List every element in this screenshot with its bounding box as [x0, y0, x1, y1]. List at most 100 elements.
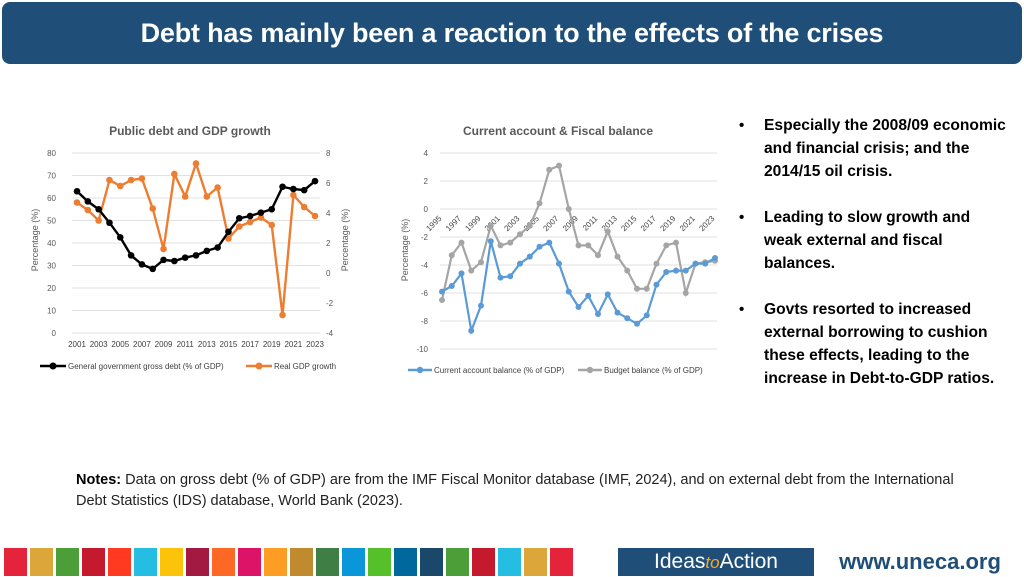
gdp-point: [311, 212, 319, 220]
debt-point: [138, 261, 146, 268]
gdp-point: [225, 235, 232, 242]
sdg-color-block: [56, 548, 79, 576]
current-account-point: [468, 327, 475, 334]
x-tick-label: 2003: [502, 214, 521, 233]
sdg-color-block: [30, 548, 53, 576]
x-tick-label: 1999: [463, 214, 482, 233]
sdg-color-block: [238, 548, 261, 576]
budget-balance-point: [575, 242, 582, 249]
notes: Notes: Data on gross debt (% of GDP) are…: [76, 470, 976, 512]
y-tick-label: -6: [421, 289, 429, 298]
debt-point: [84, 198, 92, 205]
budget-balance-point: [517, 231, 523, 238]
current-account-point: [478, 302, 484, 309]
brand-action: Action: [719, 550, 778, 573]
sdg-color-block: [342, 548, 365, 576]
y-tick-label: 60: [47, 194, 56, 203]
sdg-color-block: [108, 548, 131, 576]
budget-balance-point: [439, 297, 445, 303]
debt-point: [116, 234, 124, 241]
x-tick-label: 2003: [90, 340, 108, 349]
sdg-color-block: [524, 548, 547, 576]
y2-tick-label: 4: [326, 209, 331, 218]
gdp-point: [203, 193, 211, 200]
debt-point: [149, 265, 157, 273]
gdp-point: [160, 245, 167, 253]
y-tick-label: -8: [421, 317, 429, 326]
current-account-point: [604, 291, 611, 298]
x-tick-label: 2015: [220, 340, 238, 349]
current-account-point: [624, 315, 631, 322]
debt-point: [106, 219, 113, 227]
debt-point: [95, 205, 102, 213]
budget-balance-point: [478, 259, 484, 266]
current-account-point: [682, 267, 689, 274]
notes-text: Data on gross debt (% of GDP) are from t…: [76, 472, 954, 509]
current-account-point: [673, 267, 679, 274]
footer-url[interactable]: www.uneca.org: [839, 549, 1001, 574]
x-tick-label: 1995: [424, 214, 443, 233]
current-account-point: [595, 311, 601, 317]
sdg-color-block: [290, 548, 313, 576]
bullet-list: • Especially the 2008/09 economic and fin…: [738, 114, 1008, 413]
chart2-title: Current account & Fiscal balance: [463, 124, 653, 138]
budget-balance-point: [604, 228, 611, 235]
debt-point: [214, 244, 221, 251]
current-account-point: [546, 239, 553, 246]
current-account-point: [497, 274, 504, 281]
title-bar: Debt has mainly been a reaction to the e…: [2, 2, 1022, 64]
y-tick-label: 40: [47, 239, 56, 248]
debt-point: [268, 205, 276, 213]
bullet-text: Leading to slow growth and weak external…: [764, 209, 971, 272]
current-account-point: [448, 283, 455, 289]
budget-balance-point: [497, 242, 504, 249]
budget-balance-point: [507, 239, 514, 246]
budget-balance-point: [682, 290, 689, 296]
debt-gdp-chart: Public debt and GDP growth Percentage (%…: [30, 124, 350, 371]
debt-point: [311, 177, 319, 185]
x-tick-label: 2019: [263, 340, 281, 349]
bullet-item: • Especially the 2008/09 economic and fin…: [738, 114, 1008, 183]
legend-budget: Budget balance (% of GDP): [604, 366, 703, 375]
current-account-point: [517, 260, 523, 267]
y-tick-label: 20: [47, 284, 56, 293]
x-tick-label: 2007: [541, 214, 560, 233]
y-tick-label: 50: [47, 217, 56, 226]
debt-point: [171, 257, 178, 265]
gdp-point: [181, 193, 189, 200]
current-account-point: [565, 288, 572, 295]
debt-point: [192, 252, 200, 259]
sdg-color-strip: [4, 548, 576, 576]
budget-balance-point: [634, 285, 640, 292]
sdg-color-block: [368, 548, 391, 576]
chart1-title: Public debt and GDP growth: [109, 124, 271, 138]
sdg-color-block: [394, 548, 417, 576]
budget-balance-point: [585, 242, 592, 249]
debt-point: [246, 212, 254, 220]
y-tick-label: 10: [47, 307, 56, 316]
y-tick-label: -2: [421, 233, 429, 242]
debt-point: [225, 228, 232, 236]
x-tick-label: 2019: [658, 214, 677, 233]
current-account-point: [556, 260, 562, 267]
current-account-point: [585, 292, 592, 299]
bullet-text: Govts resorted to increased external bor…: [764, 301, 995, 387]
sdg-color-block: [264, 548, 287, 576]
y-tick-label: -4: [421, 261, 429, 270]
debt-point: [160, 256, 167, 264]
current-fiscal-chart: Current account & Fiscal balance Percent…: [400, 124, 718, 375]
sdg-color-block: [4, 548, 27, 576]
x-tick-label: 2011: [581, 214, 600, 233]
current-account-point: [536, 243, 543, 250]
current-account-point: [653, 281, 660, 288]
sdg-color-block: [82, 548, 105, 576]
budget-balance-point: [487, 222, 494, 229]
budget-balance-point: [663, 242, 670, 249]
gdp-point: [149, 205, 157, 212]
legend-current: Current account balance (% of GDP): [434, 366, 565, 375]
x-tick-label: 2023: [697, 214, 716, 233]
chart2-ylabel: Percentage (%): [400, 219, 410, 282]
sdg-color-block: [472, 548, 495, 576]
y-tick-label: 80: [47, 149, 56, 158]
budget-balance-point: [643, 285, 650, 292]
